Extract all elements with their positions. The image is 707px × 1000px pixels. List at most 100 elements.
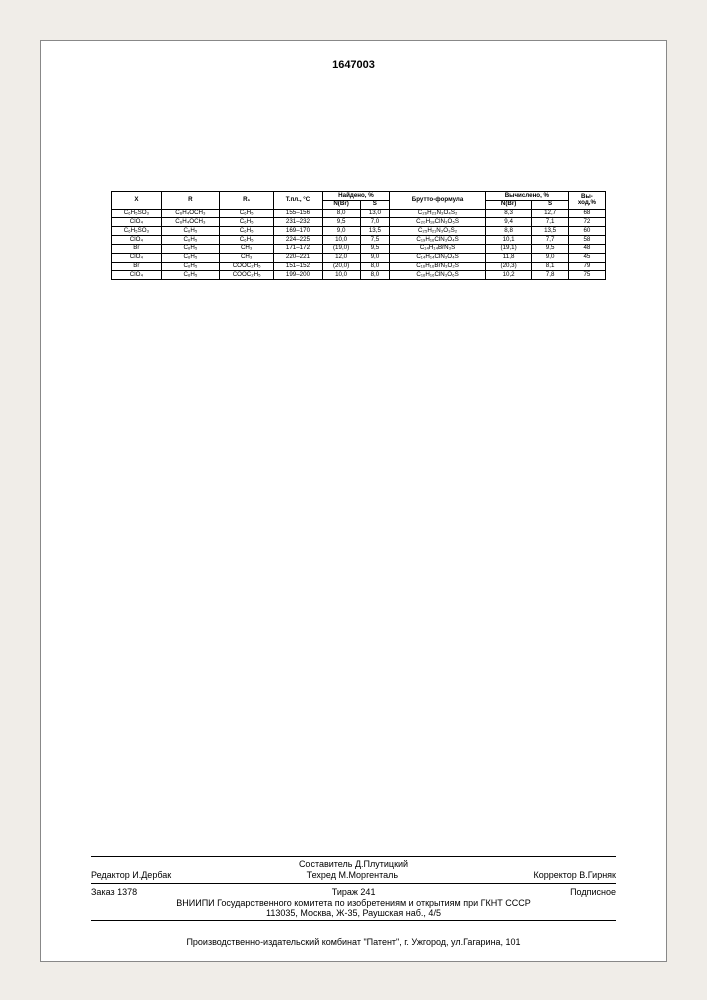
table-cell: C₁₄H₁₄BrN₃S — [390, 244, 486, 253]
table-row: BrC₆H₅CH₃171–172(19,0)9,5C₁₄H₁₄BrN₃S(19,… — [112, 244, 606, 253]
table-cell: 8,0 — [360, 262, 390, 271]
printer-line: Производственно-издательский комбинат "П… — [41, 937, 666, 947]
col-calc-n: N(Br) — [485, 200, 531, 209]
table-cell: 45 — [568, 253, 605, 262]
table-cell: 58 — [568, 236, 605, 245]
table-cell: C₆H₅SO₃ — [112, 209, 162, 218]
table-row: ClO₄C₆H₅C₆H₅224–22510,07,5C₁₉H₁₆ClN₃O₄S1… — [112, 236, 606, 245]
table-cell: C₁₉H₁₆ClN₃O₄S — [390, 236, 486, 245]
table-cell: C₁₄H₁₄ClN₃O₄S — [390, 253, 486, 262]
table-cell: 10,2 — [485, 271, 531, 280]
table-cell: 10,0 — [322, 271, 360, 280]
table-cell: 199–200 — [274, 271, 322, 280]
table-cell: 7,7 — [532, 236, 569, 245]
table-cell: C₆H₅ — [161, 253, 219, 262]
table-cell: 8,1 — [532, 262, 569, 271]
table-cell: 48 — [568, 244, 605, 253]
table-cell: C₆H₄OCH₃ — [161, 218, 219, 227]
col-found-n: N(Br) — [322, 200, 360, 209]
table-cell: 7,0 — [360, 218, 390, 227]
col-yield: Вы-ход,% — [568, 192, 605, 210]
data-table: X R R₁ Т.пл., °С Найдено, % Брутто-форму… — [111, 191, 606, 280]
col-found-s: S — [360, 200, 390, 209]
document-number: 1647003 — [41, 59, 666, 71]
table-row: C₆H₅SO₃C₆H₅C₆H₅169–1709,013,5C₂₅H₂₁N₃O₃S… — [112, 227, 606, 236]
org-line: ВНИИПИ Государственного комитета по изоб… — [91, 898, 616, 908]
order-row: Заказ 1378 Тираж 241 Подписное — [91, 886, 616, 898]
table-cell: 79 — [568, 262, 605, 271]
table-cell: C₆H₄OCH₃ — [161, 209, 219, 218]
table-cell: 8,3 — [485, 209, 531, 218]
table-cell: 224–225 — [274, 236, 322, 245]
table-row: ClO₄C₆H₅CH₃220–22112,09,0C₁₄H₁₄ClN₃O₄S11… — [112, 253, 606, 262]
table-cell: (19,1) — [485, 244, 531, 253]
table-cell: 13,0 — [360, 209, 390, 218]
table-cell: (19,0) — [322, 244, 360, 253]
table-cell: 60 — [568, 227, 605, 236]
table-cell: 220–221 — [274, 253, 322, 262]
subscription: Подписное — [570, 887, 616, 897]
table-cell: 151–152 — [274, 262, 322, 271]
table-cell: 171–172 — [274, 244, 322, 253]
addr-line: 113035, Москва, Ж-35, Раушская наб., 4/5 — [91, 908, 616, 918]
data-table-wrap: X R R₁ Т.пл., °С Найдено, % Брутто-форму… — [111, 191, 606, 280]
table-cell: C₆H₅ — [161, 227, 219, 236]
table-cell: 11,8 — [485, 253, 531, 262]
table-cell: 13,5 — [360, 227, 390, 236]
table-cell: C₁₆H₁₆ClN₃O₆S — [390, 271, 486, 280]
col-r1: R₁ — [220, 192, 274, 210]
table-cell: 68 — [568, 209, 605, 218]
table-cell: C₁₆H₁₆BrN₃O₂S — [390, 262, 486, 271]
table-cell: 8,8 — [485, 227, 531, 236]
editor: Редактор И.Дербак — [91, 870, 171, 880]
corrector: Корректор В.Гирняк — [533, 870, 616, 880]
table-cell: Br — [112, 262, 162, 271]
col-r: R — [161, 192, 219, 210]
table-cell: 9,0 — [360, 253, 390, 262]
table-cell: 9,5 — [532, 244, 569, 253]
tirage: Тираж 241 — [332, 887, 376, 897]
order: Заказ 1378 — [91, 887, 137, 897]
table-row: ClO₄C₆H₄OCH₃C₆H₅231–2329,57,0C₂₀H₁₈ClN₃O… — [112, 218, 606, 227]
table-cell: 10,0 — [322, 236, 360, 245]
col-found: Найдено, % — [322, 192, 390, 201]
table-row: ClO₄C₆H₅COOC₂H₅199–20010,08,0C₁₆H₁₆ClN₃O… — [112, 271, 606, 280]
table-cell: 12,7 — [532, 209, 569, 218]
table-cell: (20,0) — [322, 262, 360, 271]
col-mp: Т.пл., °С — [274, 192, 322, 210]
table-cell: Br — [112, 244, 162, 253]
table-cell: C₆H₅ — [220, 227, 274, 236]
table-cell: ClO₄ — [112, 218, 162, 227]
table-cell: 9,0 — [532, 253, 569, 262]
table-cell: C₆H₅ — [220, 236, 274, 245]
table-cell: 169–170 — [274, 227, 322, 236]
col-calc: Вычислено, % — [485, 192, 568, 201]
table-cell: C₂₀H₁₈ClN₃O₅S — [390, 218, 486, 227]
divider — [91, 883, 616, 884]
table-cell: 8,0 — [360, 271, 390, 280]
table-cell: 72 — [568, 218, 605, 227]
table-cell: COOC₂H₅ — [220, 262, 274, 271]
table-cell: (20,3) — [485, 262, 531, 271]
divider — [91, 856, 616, 857]
table-row: C₆H₅SO₃C₆H₄OCH₃C₆H₅155–1568,013,0C₂₆H₂₃N… — [112, 209, 606, 218]
table-cell: 9,4 — [485, 218, 531, 227]
table-cell: 75 — [568, 271, 605, 280]
table-cell: 7,8 — [532, 271, 569, 280]
table-cell: CH₃ — [220, 244, 274, 253]
table-cell: 9,0 — [322, 227, 360, 236]
col-x: X — [112, 192, 162, 210]
table-cell: 12,0 — [322, 253, 360, 262]
table-cell: C₆H₅ — [161, 236, 219, 245]
table-row: BrC₆H₅COOC₂H₅151–152(20,0)8,0C₁₆H₁₆BrN₃O… — [112, 262, 606, 271]
table-cell: 10,1 — [485, 236, 531, 245]
table-cell: C₆H₅ — [161, 244, 219, 253]
table-cell: ClO₄ — [112, 271, 162, 280]
footer-block: Составитель Д.Плутицкий Редактор И.Дерба… — [91, 854, 616, 923]
table-cell: C₆H₅SO₃ — [112, 227, 162, 236]
table-cell: 8,0 — [322, 209, 360, 218]
table-head: X R R₁ Т.пл., °С Найдено, % Брутто-форму… — [112, 192, 606, 210]
page: 1647003 X R R₁ Т.пл., °С Найдено, % Брут… — [40, 40, 667, 962]
credits-row: Редактор И.Дербак Техред М.Моргенталь Ко… — [91, 869, 616, 881]
table-cell: 9,5 — [360, 244, 390, 253]
